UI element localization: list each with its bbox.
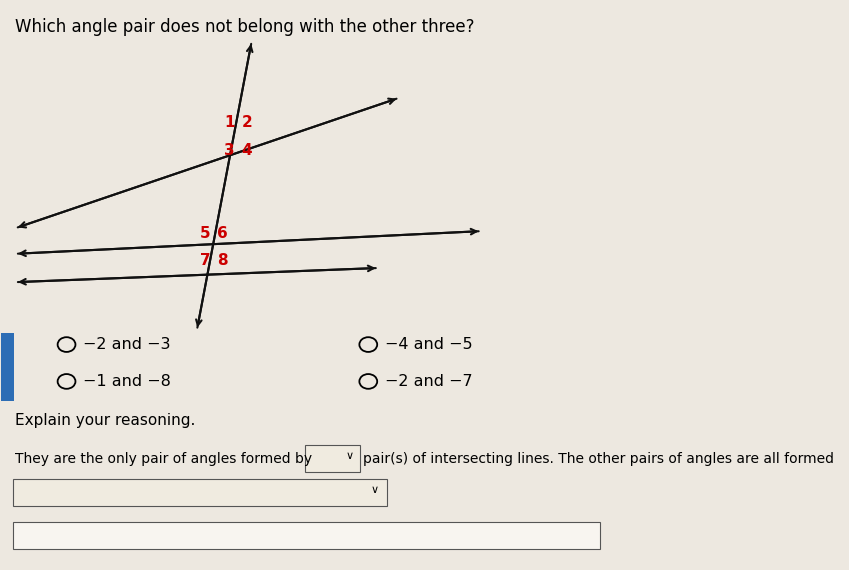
Text: 7: 7 (200, 253, 211, 268)
FancyBboxPatch shape (13, 522, 600, 549)
Text: −1 and −8: −1 and −8 (83, 374, 171, 389)
FancyBboxPatch shape (305, 445, 360, 472)
Text: pair(s) of intersecting lines. The other pairs of angles are all formed: pair(s) of intersecting lines. The other… (363, 453, 835, 466)
Text: ∨: ∨ (346, 451, 354, 461)
Text: Which angle pair does not belong with the other three?: Which angle pair does not belong with th… (15, 18, 475, 36)
Bar (2, 333, 14, 401)
Text: Explain your reasoning.: Explain your reasoning. (15, 413, 195, 428)
Text: 2: 2 (241, 115, 252, 130)
Text: 8: 8 (217, 253, 228, 268)
Text: −4 and −5: −4 and −5 (385, 337, 472, 352)
Text: 4: 4 (241, 142, 252, 157)
Text: 5: 5 (200, 226, 211, 241)
Text: −2 and −3: −2 and −3 (83, 337, 171, 352)
Text: 1: 1 (224, 115, 234, 130)
Text: ∨: ∨ (370, 484, 379, 495)
Text: They are the only pair of angles formed by: They are the only pair of angles formed … (15, 453, 312, 466)
Text: 6: 6 (217, 226, 228, 241)
Text: 3: 3 (224, 142, 234, 157)
FancyBboxPatch shape (13, 479, 387, 506)
Text: −2 and −7: −2 and −7 (385, 374, 472, 389)
